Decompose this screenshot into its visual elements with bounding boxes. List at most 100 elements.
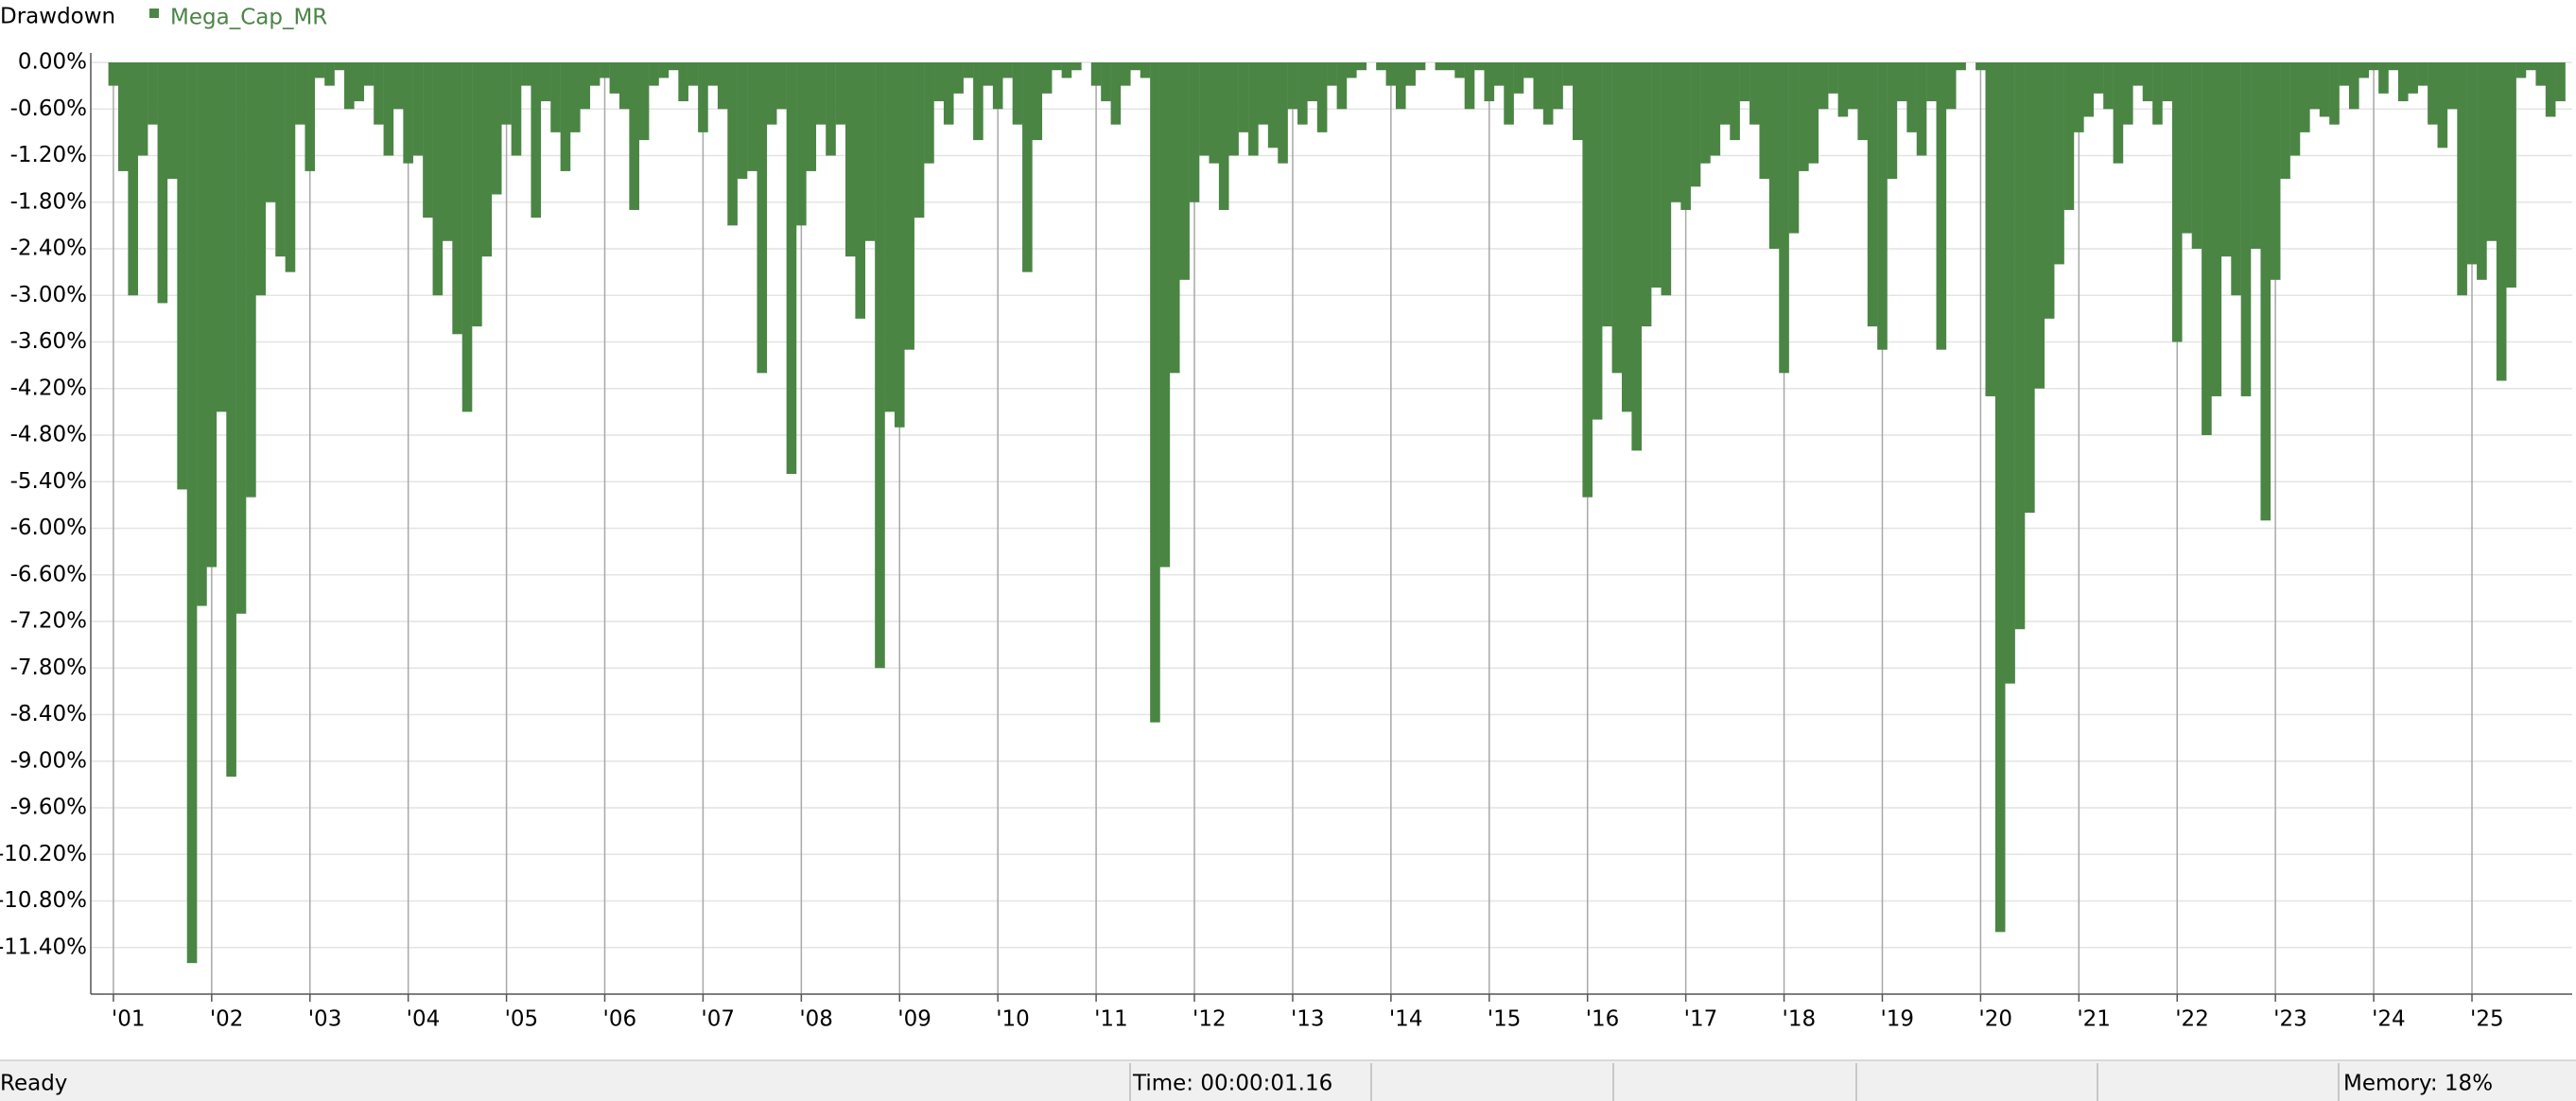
bar — [1582, 62, 1593, 498]
bar — [148, 62, 158, 125]
bar — [570, 62, 581, 132]
x-tick-label: '17 — [1684, 1007, 1718, 1032]
y-tick-label: -11.40% — [0, 935, 87, 959]
bar — [1376, 62, 1386, 71]
bar — [1150, 62, 1160, 723]
bar — [1189, 62, 1200, 202]
bar — [197, 62, 207, 606]
bar — [305, 62, 316, 171]
bar — [2329, 62, 2340, 125]
y-tick-label: -10.20% — [0, 842, 87, 866]
bar — [1110, 62, 1122, 125]
bar — [383, 62, 394, 156]
bar — [1994, 62, 2006, 933]
bar — [609, 62, 620, 94]
bar — [1837, 62, 1849, 117]
bar — [2486, 62, 2498, 241]
x-tick-label: '08 — [799, 1007, 833, 1032]
bar — [2251, 62, 2261, 249]
bar — [1926, 62, 1937, 102]
bar — [1267, 62, 1279, 149]
bar — [1347, 62, 1357, 79]
bar — [334, 62, 345, 71]
bar — [314, 62, 325, 79]
bar — [2083, 62, 2095, 117]
bar — [1435, 62, 1446, 71]
x-tick-label: '04 — [407, 1007, 441, 1032]
bar — [531, 62, 542, 218]
bar — [1385, 62, 1397, 86]
bar — [117, 62, 129, 171]
bar — [1169, 62, 1180, 374]
bar — [1327, 62, 1337, 86]
bar — [2309, 62, 2321, 110]
bar — [1828, 62, 1838, 94]
bar — [1199, 62, 1210, 156]
x-tick-label: '02 — [210, 1007, 244, 1032]
bar — [363, 62, 374, 86]
bar — [2231, 62, 2241, 296]
status-separators — [1129, 1063, 2340, 1101]
y-tick-label: -6.00% — [10, 516, 87, 540]
bar — [2211, 62, 2222, 396]
bar — [1071, 62, 1082, 71]
bar — [344, 62, 355, 110]
bar — [1976, 62, 1986, 71]
status-text: Ready — [0, 1072, 67, 1096]
bar — [324, 62, 335, 86]
bar — [1661, 62, 1672, 296]
bar — [2063, 62, 2075, 210]
bar — [501, 62, 512, 125]
y-tick-label: -3.00% — [10, 283, 87, 307]
bar — [2555, 62, 2566, 102]
bar — [1454, 62, 1465, 79]
y-tick-label: -5.40% — [10, 469, 87, 494]
bar — [1690, 62, 1701, 187]
bar — [688, 62, 699, 86]
bar — [2034, 62, 2045, 389]
y-tick-label: -7.80% — [10, 655, 87, 680]
bar — [914, 62, 925, 218]
bar — [1906, 62, 1917, 132]
bar — [1493, 62, 1505, 86]
bar — [649, 62, 659, 86]
x-tick-label: '15 — [1488, 1007, 1522, 1032]
x-tick-label: '22 — [2175, 1007, 2209, 1032]
bar — [275, 62, 286, 257]
bar — [1278, 62, 1288, 164]
y-tick-label: -6.60% — [10, 562, 87, 586]
y-tick-label: -0.60% — [10, 96, 87, 121]
bar — [2339, 62, 2350, 86]
bar — [1218, 62, 1229, 210]
y-tick-label: -3.60% — [10, 329, 87, 354]
bar — [2526, 62, 2536, 71]
bar — [2496, 62, 2507, 381]
bar — [2074, 62, 2084, 132]
bar — [285, 62, 296, 272]
bar — [1779, 62, 1789, 374]
y-tick-label: -9.60% — [10, 795, 87, 820]
bar — [2280, 62, 2290, 180]
bar — [1258, 62, 1269, 125]
bar — [1710, 62, 1721, 156]
bar — [2300, 62, 2310, 132]
bar — [1808, 62, 1819, 164]
bar — [235, 62, 247, 614]
bar — [442, 62, 453, 241]
x-tick-label: '12 — [1192, 1007, 1227, 1032]
bar — [933, 62, 945, 102]
bar — [472, 62, 482, 327]
y-tick-label: -7.20% — [10, 609, 87, 634]
y-tick-label: -10.80% — [0, 888, 87, 913]
bar — [1032, 62, 1043, 141]
bar — [1936, 62, 1947, 350]
bar — [2397, 62, 2409, 102]
bar — [678, 62, 688, 102]
bar — [727, 62, 738, 226]
y-tick-label: -2.40% — [10, 236, 87, 261]
bar — [629, 62, 639, 210]
bar — [1611, 62, 1623, 374]
bar — [1179, 62, 1190, 280]
bar — [403, 62, 413, 164]
